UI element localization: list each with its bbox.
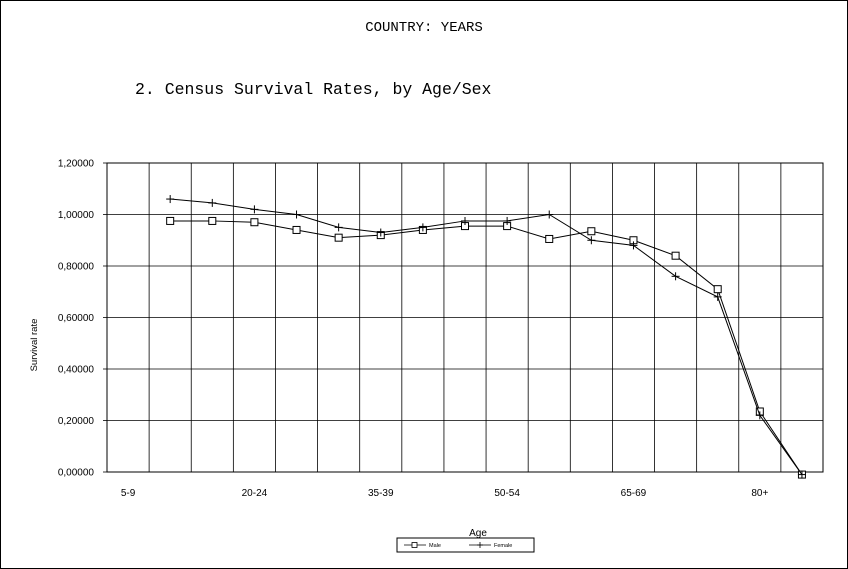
data-point-plus — [292, 210, 301, 219]
x-tick-label: 65-69 — [621, 488, 647, 499]
y-tick-label: 0,60000 — [58, 313, 95, 324]
x-tick-label: 5-9 — [121, 488, 136, 499]
y-tick-label: 0,40000 — [58, 365, 95, 376]
data-point-plus — [671, 272, 680, 281]
data-point-square — [208, 216, 217, 225]
data-point-plus — [587, 236, 596, 245]
y-axis-ticks: 0,00000 0,20000 0,40000 0,60000 0,80000 1,000… — [58, 159, 107, 479]
data-point-square — [587, 227, 596, 236]
series-line — [170, 220, 803, 475]
x-axis-label: Age — [469, 528, 487, 539]
chart-series — [166, 195, 806, 479]
data-point-plus — [461, 216, 469, 225]
x-tick-label: 80+ — [751, 488, 768, 499]
data-point-square — [671, 251, 680, 260]
data-point-plus — [545, 210, 554, 219]
x-axis-ticks: 5-9 20-24 35-39 50-54 65-69 80+ — [121, 488, 769, 499]
series-line — [170, 198, 803, 475]
legend-item-female: Female — [469, 542, 512, 549]
data-point-plus — [418, 223, 427, 232]
legend-label: Male — [429, 543, 441, 549]
data-point-plus — [755, 411, 764, 420]
data-point-square — [292, 225, 301, 234]
y-tick-label: 0,00000 — [58, 468, 95, 479]
data-point-plus — [503, 216, 512, 225]
chart-grid — [106, 162, 824, 473]
data-point-plus — [166, 195, 175, 204]
y-axis-label: Survival rate — [29, 319, 40, 372]
data-point-square — [250, 218, 259, 227]
data-point-plus — [208, 198, 217, 207]
chart-legend: Male Female — [396, 537, 535, 553]
legend-item-male: Male — [404, 542, 441, 549]
y-tick-label: 1,20000 — [58, 159, 95, 170]
data-point-plus — [250, 205, 259, 214]
x-tick-label: 50-54 — [494, 488, 520, 499]
data-point-square — [545, 234, 554, 243]
y-tick-label: 1,00000 — [58, 210, 95, 221]
x-tick-label: 35-39 — [368, 488, 394, 499]
data-point-square — [713, 285, 722, 294]
page-header-title: COUNTRY: YEARS — [365, 20, 483, 36]
series-female — [166, 195, 806, 479]
data-point-square — [166, 216, 175, 225]
data-point-plus — [334, 223, 343, 232]
chart-title: 2. Census Survival Rates, by Age/Sex — [135, 80, 492, 99]
data-point-plus — [713, 292, 722, 301]
x-tick-label: 20-24 — [242, 488, 268, 499]
legend-box — [396, 537, 535, 553]
legend-plus-icon — [477, 542, 483, 548]
data-point-plus — [797, 470, 806, 479]
data-point-plus — [376, 228, 385, 237]
y-tick-label: 0,80000 — [58, 262, 95, 273]
y-tick-label: 0,20000 — [58, 416, 95, 427]
legend-square-icon — [411, 542, 418, 548]
data-point-square — [334, 233, 343, 242]
data-point-plus — [629, 241, 638, 250]
legend-label: Female — [494, 543, 512, 549]
